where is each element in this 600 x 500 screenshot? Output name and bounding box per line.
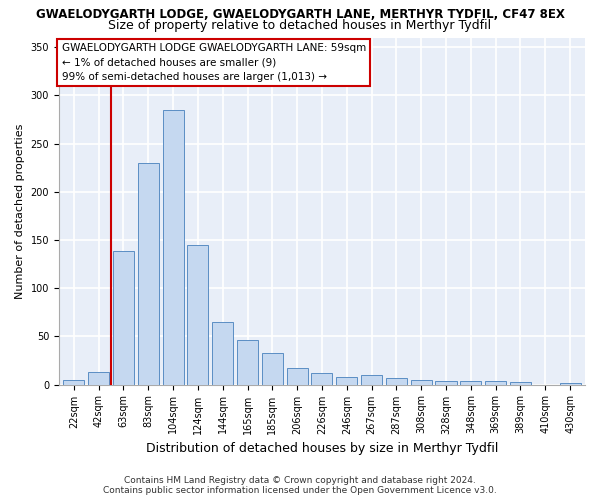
Bar <box>311 373 332 384</box>
Bar <box>237 340 258 384</box>
Bar <box>436 380 457 384</box>
Text: Contains HM Land Registry data © Crown copyright and database right 2024.
Contai: Contains HM Land Registry data © Crown c… <box>103 476 497 495</box>
Bar <box>88 372 109 384</box>
Text: Size of property relative to detached houses in Merthyr Tydfil: Size of property relative to detached ho… <box>109 18 491 32</box>
Bar <box>212 322 233 384</box>
Bar <box>336 377 358 384</box>
Bar <box>410 380 432 384</box>
Bar <box>262 353 283 384</box>
Bar <box>63 380 85 384</box>
Y-axis label: Number of detached properties: Number of detached properties <box>15 124 25 298</box>
Bar <box>485 380 506 384</box>
Bar <box>560 382 581 384</box>
Text: GWAELODYGARTH LODGE GWAELODYGARTH LANE: 59sqm
← 1% of detached houses are smalle: GWAELODYGARTH LODGE GWAELODYGARTH LANE: … <box>62 42 366 82</box>
X-axis label: Distribution of detached houses by size in Merthyr Tydfil: Distribution of detached houses by size … <box>146 442 498 455</box>
Text: GWAELODYGARTH LODGE, GWAELODYGARTH LANE, MERTHYR TYDFIL, CF47 8EX: GWAELODYGARTH LODGE, GWAELODYGARTH LANE,… <box>35 8 565 20</box>
Bar <box>287 368 308 384</box>
Bar <box>137 163 159 384</box>
Bar <box>113 250 134 384</box>
Bar <box>163 110 184 384</box>
Bar <box>187 245 208 384</box>
Bar <box>510 382 531 384</box>
Bar <box>460 380 481 384</box>
Bar <box>361 375 382 384</box>
Bar <box>386 378 407 384</box>
